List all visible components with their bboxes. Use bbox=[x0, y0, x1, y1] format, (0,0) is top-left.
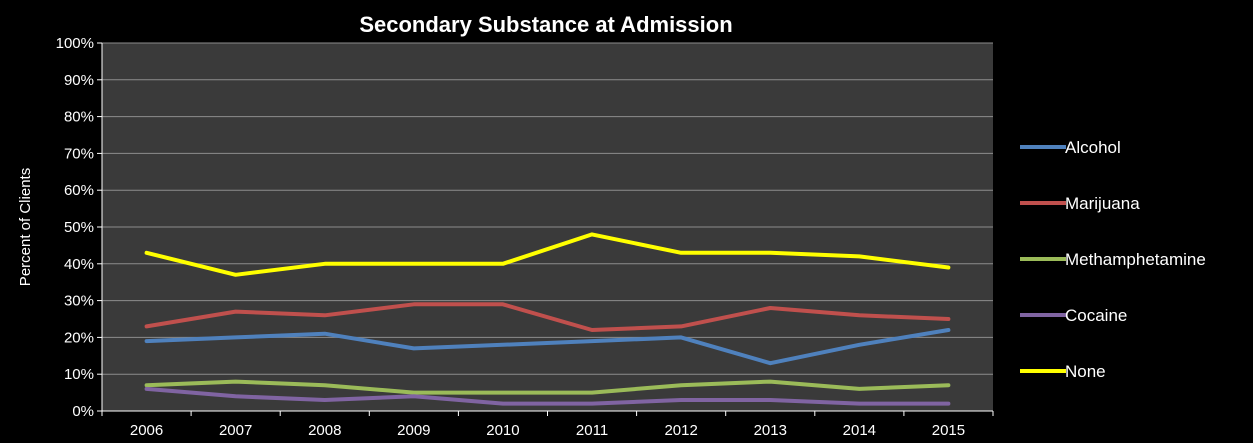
legend-label-none: None bbox=[1065, 362, 1106, 381]
y-axis-label: Percent of Clients bbox=[17, 168, 34, 286]
legend-label-marijuana: Marijuana bbox=[1065, 194, 1140, 213]
x-tick-label: 2015 bbox=[932, 422, 965, 439]
x-tick-label: 2007 bbox=[219, 422, 252, 439]
plot-area: 0% 10% 20% 30% 40% 50% 60% 70% 80% 90% 100% 2006 200… bbox=[56, 35, 993, 439]
x-tick-label: 2011 bbox=[576, 422, 608, 439]
y-tick-label: 80% bbox=[64, 109, 94, 126]
chart-title: Secondary Substance at Admission bbox=[359, 12, 732, 37]
x-tick-label: 2008 bbox=[308, 422, 341, 439]
y-tick-label: 0% bbox=[72, 403, 94, 420]
y-tick-label: 100% bbox=[56, 35, 94, 52]
x-tick-label: 2010 bbox=[486, 422, 519, 439]
y-tick-label: 30% bbox=[64, 293, 94, 310]
x-tick-label: 2006 bbox=[130, 422, 163, 439]
legend-label-methamphetamine: Methamphetamine bbox=[1065, 250, 1206, 269]
x-tick-label: 2012 bbox=[664, 422, 697, 439]
y-tick-label: 90% bbox=[64, 72, 94, 89]
y-tick-label: 40% bbox=[64, 256, 94, 273]
x-tick-label: 2014 bbox=[843, 422, 876, 439]
legend-label-cocaine: Cocaine bbox=[1065, 306, 1127, 325]
x-tick-label: 2009 bbox=[397, 422, 430, 439]
y-tick-label: 70% bbox=[64, 145, 94, 162]
legend-label-alcohol: Alcohol bbox=[1065, 138, 1121, 157]
y-tick-label: 20% bbox=[64, 329, 94, 346]
y-tick-label: 50% bbox=[64, 219, 94, 236]
y-tick-label: 10% bbox=[64, 366, 94, 383]
y-tick-label: 60% bbox=[64, 182, 94, 199]
x-tick-label: 2013 bbox=[754, 422, 787, 439]
